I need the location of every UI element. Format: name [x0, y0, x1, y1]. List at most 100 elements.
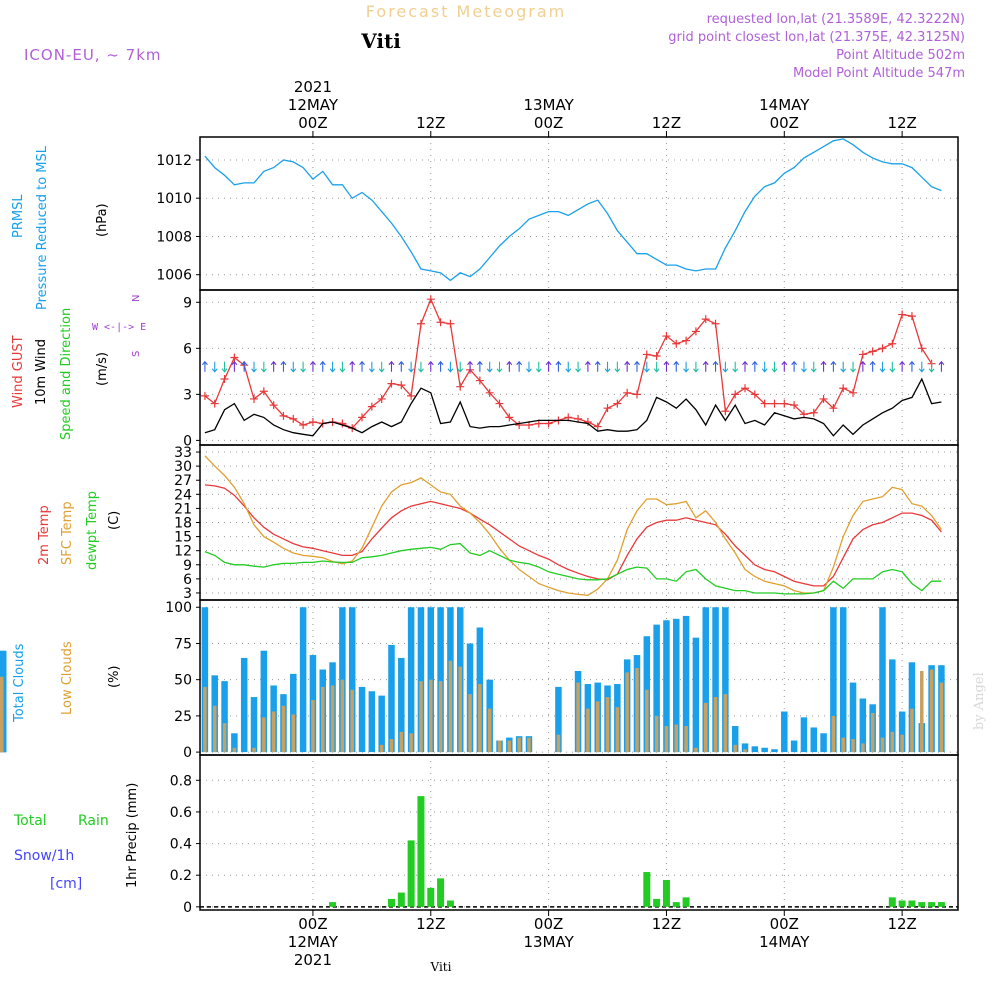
gust-marker — [682, 336, 691, 345]
gust-marker — [367, 402, 376, 411]
total-cloud-bar — [889, 659, 896, 753]
rain-bar — [662, 879, 670, 907]
wind-direction-arrow — [751, 360, 758, 372]
rain-bar — [643, 872, 651, 907]
total-cloud-bar — [555, 686, 562, 753]
gust-marker — [220, 375, 229, 384]
total-cloud-bar — [879, 607, 886, 753]
low-cloud-bar — [271, 711, 276, 753]
snow-label: Snow/1h — [14, 848, 74, 864]
wind-direction-arrow — [624, 360, 631, 372]
wind-direction-arrow — [781, 360, 788, 372]
y-tick-label: 0.4 — [170, 837, 192, 853]
time-tick-label: 14MAY — [759, 96, 810, 114]
gust-marker — [485, 388, 494, 397]
gust-marker — [436, 318, 445, 327]
wind-direction-arrow — [801, 361, 807, 373]
time-tick-label: 14MAY — [759, 933, 810, 951]
time-tick-label: 00Z — [298, 915, 327, 933]
prmsl-label: PRMSL — [11, 194, 26, 238]
precip-panel: 0 0.2 0.4 0.6 0.8 — [170, 754, 959, 916]
low-cloud-bar — [664, 726, 669, 753]
rain-bar — [446, 900, 454, 907]
wind-direction-arrow — [673, 360, 680, 372]
total-clouds-label: Total Clouds — [12, 643, 27, 723]
gust-marker — [711, 319, 720, 328]
low-cloud-bar — [586, 708, 590, 753]
y-tick-label: 0 — [183, 745, 192, 761]
credit-watermark: by Angel — [972, 672, 987, 730]
total-cloud-bar — [388, 644, 395, 753]
y-tick-label: 0 — [183, 433, 192, 449]
low-cloud-bar — [625, 672, 629, 753]
gust-marker — [839, 384, 848, 393]
y-tick-label: 0 — [183, 900, 192, 916]
wind-direction-arrow — [840, 361, 847, 373]
low-cloud-bar — [517, 737, 521, 753]
low-cloud-bar — [281, 705, 286, 753]
wind-direction-arrow — [496, 361, 503, 373]
gust-marker — [230, 353, 239, 362]
gust-marker — [898, 310, 907, 319]
total-cloud-bar — [673, 618, 680, 753]
wind-direction-arrow — [909, 360, 915, 372]
wind-direction-arrow — [516, 360, 523, 372]
time-tick-label: 2021 — [294, 951, 332, 969]
total-cloud-bar — [358, 686, 366, 753]
low-cloud-bar — [684, 726, 688, 753]
wind-direction-arrow — [830, 360, 837, 372]
low-cloud-bar — [321, 686, 325, 753]
total-cloud-bar — [781, 711, 788, 753]
gust-marker — [672, 339, 681, 348]
time-tick-label: 12MAY — [288, 933, 339, 951]
gust-marker — [593, 422, 602, 431]
gust-label: Wind GUST — [11, 335, 26, 408]
low-cloud-bar — [910, 708, 914, 753]
pressure-unit-label: (hPa) — [95, 203, 110, 237]
gust-marker — [299, 421, 308, 430]
wind-direction-arrow — [467, 360, 473, 372]
rain-bar — [888, 897, 896, 907]
rain-bar — [918, 902, 926, 907]
wind-direction-arrow — [221, 361, 228, 373]
low-cloud-bar — [487, 708, 492, 753]
low-cloud-bar — [841, 737, 845, 753]
gust-marker — [358, 413, 367, 422]
sfc-temp-line — [204, 455, 942, 596]
time-tick-label: 2021 — [294, 78, 332, 96]
gust-marker — [505, 413, 514, 422]
low-cloud-bar — [311, 699, 315, 753]
y-tick-label: 75 — [174, 636, 192, 652]
y-tick-label: 0.2 — [170, 868, 192, 884]
time-tick-label: 00Z — [534, 915, 563, 933]
total-cloud-bar — [859, 698, 867, 753]
point-altitude: Point Altitude 502m — [836, 48, 965, 63]
rain-bar — [397, 892, 405, 907]
total-cloud-bar — [437, 607, 444, 753]
y-tick-label: 9 — [183, 295, 192, 311]
temp-unit-label: (C) — [107, 511, 122, 530]
gust-marker — [858, 350, 867, 359]
requested-coords: requested lon,lat (21.3589E, 42.3222N) — [707, 12, 965, 27]
total-cloud-bar — [908, 662, 916, 753]
gust-marker — [387, 379, 396, 388]
wind-direction-arrow — [476, 360, 483, 372]
gust-marker — [259, 387, 268, 396]
wind-direction-arrow — [437, 360, 444, 372]
wind-direction-arrow — [506, 360, 513, 372]
wind-direction-arrow — [251, 361, 257, 373]
y-tick-label: 12 — [174, 544, 192, 560]
gust-marker — [701, 315, 710, 324]
low-cloud-bar — [674, 724, 679, 753]
wind-direction-arrow — [555, 360, 562, 372]
y-tick-label: 1010 — [156, 191, 192, 207]
wind-direction-arrow — [526, 361, 532, 373]
total-cloud-bar — [761, 747, 768, 753]
compass-south: S — [131, 351, 142, 357]
panel-frame — [199, 754, 959, 911]
y-tick-label: 6 — [183, 341, 192, 357]
model-label: ICON-EU, ~ 7km — [24, 46, 162, 64]
gust-marker — [583, 417, 592, 426]
